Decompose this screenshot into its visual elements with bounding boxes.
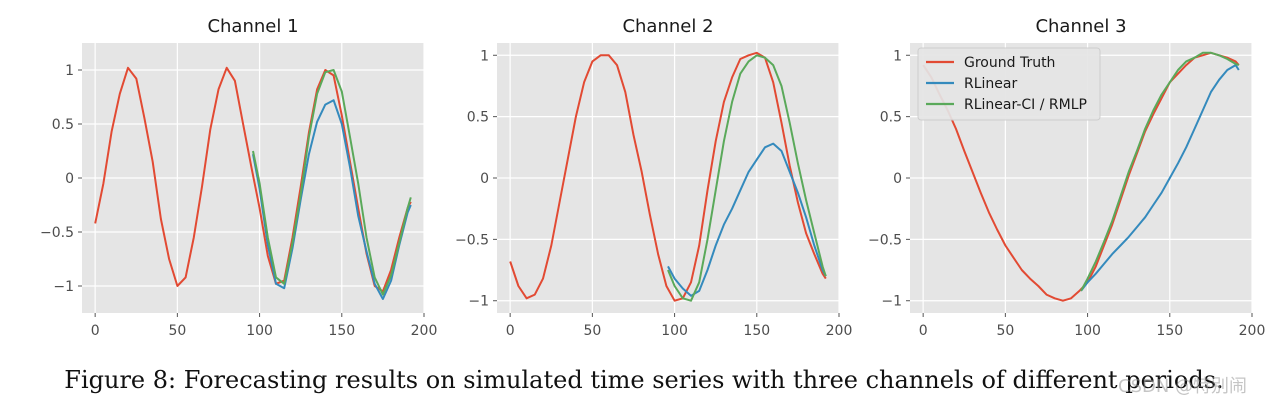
y-tick-label: 0 [480, 171, 489, 187]
y-tick-label: 1 [893, 48, 902, 64]
y-tick-label: −1 [881, 294, 902, 310]
x-tick-label: 150 [328, 323, 355, 339]
legend-label: Ground Truth [964, 55, 1055, 71]
panel-title: Channel 2 [622, 16, 713, 37]
x-tick-label: 0 [91, 323, 100, 339]
y-tick-label: 0 [893, 171, 902, 187]
x-tick-label: 100 [246, 323, 273, 339]
y-tick-label: 0.5 [467, 110, 489, 126]
x-tick-label: 50 [583, 323, 601, 339]
watermark: CSDN @特别闹 [1118, 376, 1248, 397]
y-tick-label: 1 [65, 63, 74, 79]
legend-label: RLinear [964, 76, 1017, 92]
x-tick-label: 100 [1074, 323, 1101, 339]
series-group [922, 51, 1240, 302]
series-line-rlinear [252, 99, 412, 300]
x-tick-label: 200 [1239, 323, 1266, 339]
y-tick-label: 0.5 [52, 117, 74, 133]
panel-title: Channel 3 [1035, 16, 1126, 37]
series-line-rlinear-ci-rmlp [1080, 51, 1240, 292]
series-group [94, 66, 412, 300]
legend: Ground Truth RLinear RLinear-CI / RMLP [917, 47, 1101, 121]
series-line-rlinear-ci-rmlp [252, 69, 412, 296]
x-tick-label: 100 [661, 323, 688, 339]
y-tick-label: 1 [480, 48, 489, 64]
y-tick-label: −0.5 [40, 225, 74, 241]
panel-1: 0 50 100 150 200 −1 −0.5 0 0.5 1 Channel 1 [40, 16, 437, 339]
series-line-rlinear [1080, 64, 1240, 292]
x-tick-label: 150 [743, 323, 770, 339]
y-tick-label: 0.5 [880, 110, 902, 126]
panel-3: 0 50 100 150 200 −1 −0.5 0 0.5 1 Channel 3 Ground T… [868, 16, 1265, 339]
y-tick-label: −1 [468, 294, 489, 310]
x-tick-label: 150 [1156, 323, 1183, 339]
x-tick-label: 200 [411, 323, 438, 339]
panel-title: Channel 1 [207, 16, 298, 37]
panel-2: 0 50 100 150 200 −1 −0.5 0 0.5 1 Channel 2 [455, 16, 852, 339]
y-tick-label: −0.5 [455, 232, 489, 248]
legend-box [917, 47, 1101, 121]
x-tick-label: 0 [506, 323, 515, 339]
x-tick-label: 200 [826, 323, 853, 339]
x-tick-label: 0 [919, 323, 928, 339]
y-tick-label: −1 [53, 279, 74, 295]
series-line-ground-truth [509, 51, 827, 302]
figure-caption: Figure 8: Forecasting results on simulat… [64, 366, 1224, 394]
legend-label: RLinear-CI / RMLP [964, 97, 1087, 113]
x-tick-label: 50 [168, 323, 186, 339]
series-line-rlinear-ci-rmlp [667, 54, 827, 302]
y-tick-label: −0.5 [868, 232, 902, 248]
y-tick-label: 0 [65, 171, 74, 187]
x-tick-label: 50 [996, 323, 1014, 339]
series-group [509, 51, 827, 302]
